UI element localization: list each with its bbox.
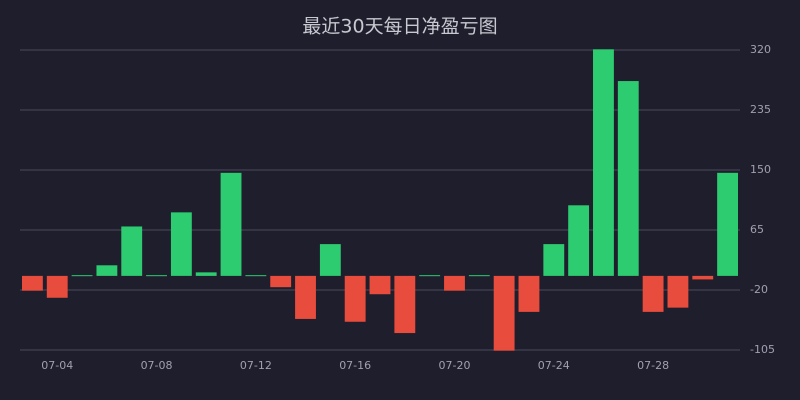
bar — [96, 265, 118, 276]
x-tick-label: 07-04 — [41, 359, 73, 372]
bar — [568, 205, 590, 276]
bar — [468, 275, 490, 277]
x-tick-label: 07-28 — [637, 359, 669, 372]
bar — [344, 275, 366, 322]
chart-title: 最近30天每日净盈亏图 — [302, 16, 497, 38]
x-tick-label: 07-24 — [538, 359, 570, 372]
bar — [642, 275, 664, 312]
bar — [667, 275, 689, 308]
bar — [369, 275, 391, 295]
bar — [270, 275, 292, 288]
bar — [543, 244, 565, 276]
bar — [419, 275, 441, 277]
y-tick-label: 235 — [750, 103, 771, 116]
bar — [518, 275, 540, 312]
bar — [692, 275, 714, 280]
bar — [319, 244, 341, 276]
x-tick-label: 07-16 — [339, 359, 371, 372]
bar — [444, 275, 465, 291]
bar — [220, 172, 242, 276]
x-tick-label: 07-12 — [240, 359, 272, 372]
bar — [195, 272, 217, 276]
bar — [146, 275, 167, 277]
bar — [717, 172, 739, 276]
bar — [71, 275, 93, 277]
bar — [21, 275, 43, 291]
y-tick-label: -20 — [750, 283, 768, 296]
bar — [170, 212, 192, 276]
y-tick-label: -105 — [750, 343, 775, 356]
y-tick-label: 150 — [750, 163, 771, 176]
bar — [394, 275, 416, 334]
y-tick-label: 65 — [750, 223, 764, 236]
x-tick-label: 07-08 — [141, 359, 173, 372]
bar — [245, 275, 267, 277]
y-tick-label: 320 — [750, 43, 771, 56]
bar — [593, 49, 614, 276]
bar — [617, 81, 639, 276]
bar — [46, 275, 68, 298]
bar — [493, 275, 515, 351]
bar — [121, 226, 143, 276]
x-tick-label: 07-20 — [438, 359, 470, 372]
bar — [295, 275, 316, 319]
